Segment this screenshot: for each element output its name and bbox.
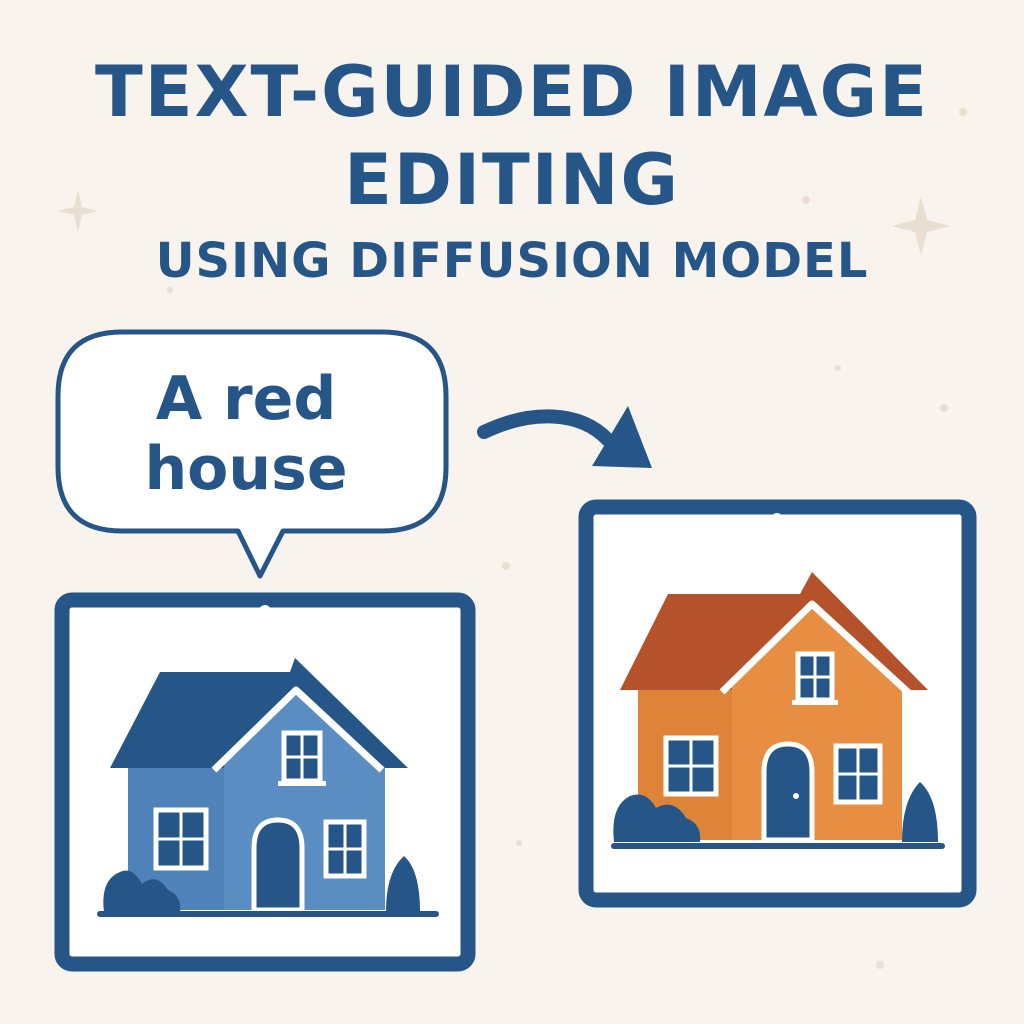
title-line-1: TEXT-GUIDED IMAGE xyxy=(95,51,929,133)
title-line-2: EDITING xyxy=(344,139,680,221)
sparkle-icon xyxy=(58,108,967,969)
subtitle: USING DIFFUSION MODEL xyxy=(155,233,869,289)
speech-bubble-icon xyxy=(55,329,449,579)
prompt-text: A red house xyxy=(144,364,348,504)
curved-arrow-icon xyxy=(477,406,652,468)
blue-house-icon xyxy=(97,658,439,917)
orange-house-icon xyxy=(611,572,945,849)
